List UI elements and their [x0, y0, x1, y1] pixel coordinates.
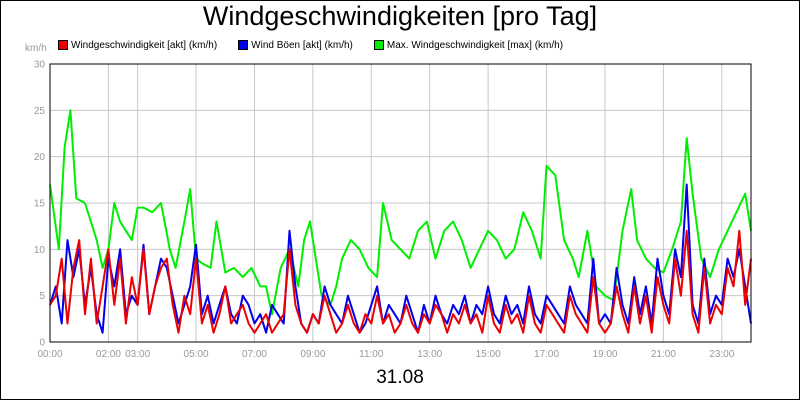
- legend-label-max-wind-speed: Max. Windgeschwindigkeit [max] (km/h): [386, 39, 564, 51]
- x-tick-label: 13:00: [417, 349, 442, 360]
- legend-label-gusts: Wind Böen [akt] (km/h): [251, 39, 353, 51]
- x-axis-date-label: 31.08: [376, 367, 424, 388]
- y-tick-label: 15: [34, 199, 46, 210]
- legend-item-max-wind-speed: Max. Windgeschwindigkeit [max] (km/h): [373, 39, 564, 51]
- y-tick-label: 30: [34, 60, 46, 71]
- x-tick-label: 23:00: [709, 349, 734, 360]
- legend-label-wind-speed: Windgeschwindigkeit [akt] (km/h): [71, 39, 218, 51]
- x-tick-label: 07:00: [242, 349, 267, 360]
- x-tick-label: 17:00: [534, 349, 559, 360]
- x-tick-label: 09:00: [300, 349, 325, 360]
- legend-item-gusts: Wind Böen [akt] (km/h): [238, 40, 353, 51]
- legend-swatch-max-wind-speed: [373, 40, 384, 50]
- x-tick-label: 03:00: [125, 349, 150, 360]
- legend-swatch-wind-speed: [58, 40, 68, 50]
- chart-title: Windgeschwindigkeiten [pro Tag]: [202, 1, 598, 31]
- y-tick-label: 0: [39, 338, 45, 349]
- y-tick-label: 10: [34, 245, 46, 256]
- x-tick-label: 00:00: [37, 349, 62, 360]
- x-tick-label: 02:00: [96, 349, 121, 360]
- legend-item-wind-speed: Windgeschwindigkeit [akt] (km/h): [58, 40, 217, 51]
- series-line-wind-speed: [49, 229, 752, 334]
- plot-border: [49, 63, 752, 343]
- x-tick-label: 15:00: [476, 349, 501, 360]
- x-tick-label: 05:00: [184, 349, 209, 360]
- x-tick-label: 11:00: [359, 349, 384, 360]
- x-tick-label: 19:00: [592, 349, 617, 360]
- series-line-max-wind-speed: [49, 109, 752, 316]
- y-axis-unit-label: km/h: [25, 43, 47, 54]
- y-tick-label: 20: [34, 152, 46, 163]
- legend: Windgeschwindigkeit [akt] (km/h) Wind Bö…: [58, 38, 584, 52]
- y-tick-label: 5: [39, 291, 45, 302]
- x-tick-label: 21:00: [651, 349, 676, 360]
- y-tick-label: 25: [34, 106, 46, 117]
- legend-swatch-gusts: [238, 40, 249, 50]
